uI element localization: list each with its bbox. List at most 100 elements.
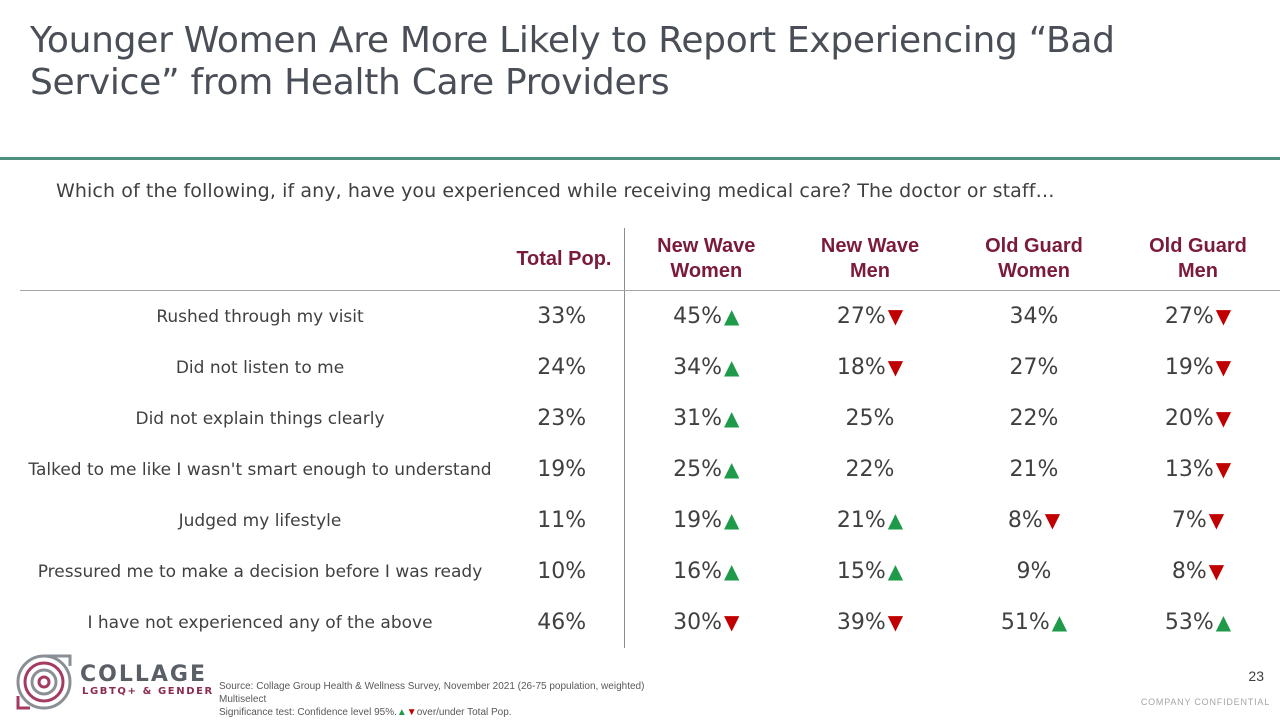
table-row: I have not experienced any of the above 4… — [20, 597, 1280, 648]
segment-cell: 8% ▼ — [952, 495, 1116, 546]
segment-cell: 13% ▼ — [1116, 444, 1280, 495]
column-header-label: New Wave Women — [657, 235, 756, 282]
up-arrow-icon: ▲ — [1215, 610, 1232, 634]
down-arrow-icon: ▼ — [724, 610, 740, 634]
segment-cell: 27% ▼ — [788, 291, 952, 343]
segment-value: 19% — [1164, 355, 1214, 380]
logo-subtitle: LGBTQ+ & GENDER — [82, 686, 214, 697]
source-line: Multiselect — [219, 694, 267, 705]
up-arrow-icon: ▲ — [887, 559, 904, 583]
page-title: Younger Women Are More Likely to Report … — [30, 20, 1115, 103]
header-blank — [20, 228, 500, 291]
row-label: Judged my lifestyle — [178, 510, 342, 531]
segment-cell: 25% ▲ — [624, 444, 788, 495]
row-label: Did not listen to me — [175, 357, 345, 378]
table-row: Did not listen to me 24% 34% ▲ 18% ▼ 27% 19% ▼ — [20, 342, 1280, 393]
segment-value: 21% — [1009, 457, 1059, 482]
segment-cell: 21% ▲ — [788, 495, 952, 546]
segment-value: 25% — [673, 457, 722, 482]
source-note: Source: Collage Group Health & Wellness … — [219, 680, 919, 719]
segment-cell: 51% ▲ — [952, 597, 1116, 648]
source-line: Significance test: Confidence level 95%.… — [219, 706, 919, 719]
segment-value: 22% — [845, 457, 895, 482]
column-header-label: Old Guard Men — [1149, 235, 1247, 282]
segment-value: 15% — [836, 559, 886, 584]
down-arrow-icon: ▼ — [1208, 508, 1225, 532]
segment-value: 19% — [673, 508, 722, 533]
up-arrow-icon: ▲ — [724, 559, 740, 583]
segment-cell: 21% — [952, 444, 1116, 495]
total-pop-value: 10% — [500, 546, 625, 597]
segment-value: 34% — [673, 355, 722, 380]
segment-value: 8% — [1171, 559, 1207, 584]
segment-value: 39% — [836, 610, 886, 635]
total-pop-value: 33% — [500, 290, 625, 342]
segment-value: 25% — [845, 406, 895, 431]
segment-value: 16% — [673, 559, 722, 584]
total-pop-value: 11% — [500, 495, 625, 546]
logo-name: COLLAGE — [80, 662, 207, 687]
confidential-label: COMPANY CONFIDENTIAL — [1140, 697, 1270, 707]
row-label: Talked to me like I wasn't smart enough … — [28, 459, 492, 480]
table-row: Did not explain things clearly 23% 31% ▲ 25%… — [20, 393, 1280, 444]
source-line: Source: Collage Group Health & Wellness … — [219, 681, 645, 692]
up-arrow-icon: ▲ — [887, 508, 904, 532]
segment-cell: 34% ▲ — [624, 342, 788, 393]
table-body: Rushed through my visit 33% 45% ▲ 27% ▼ 34% 27%… — [20, 290, 1280, 648]
segment-cell: 45% ▲ — [624, 291, 788, 343]
segment-cell: 22% — [788, 444, 952, 495]
up-arrow-icon: ▲ — [724, 304, 740, 328]
down-arrow-icon: ▼ — [406, 707, 417, 718]
segment-value: 51% — [1000, 610, 1050, 635]
segment-cell: 25% — [788, 393, 952, 444]
segment-cell: 22% — [952, 393, 1116, 444]
page-number: 23 — [1248, 668, 1264, 684]
up-arrow-icon: ▲ — [724, 355, 740, 379]
column-header-new-wave-men: New Wave Men — [788, 228, 952, 291]
down-arrow-icon: ▼ — [887, 610, 904, 634]
down-arrow-icon: ▼ — [1215, 355, 1232, 379]
table-row: Talked to me like I wasn't smart enough … — [20, 444, 1280, 495]
segment-value: 34% — [1009, 304, 1059, 329]
column-header-old-guard-women: Old Guard Women — [952, 228, 1116, 291]
row-label: Pressured me to make a decision before I… — [37, 561, 483, 582]
down-arrow-icon: ▼ — [1208, 559, 1225, 583]
row-label: Rushed through my visit — [156, 306, 364, 327]
column-header-label: New Wave Men — [820, 235, 920, 282]
segment-cell: 19% ▼ — [1116, 342, 1280, 393]
segment-cell: 27% — [952, 342, 1116, 393]
down-arrow-icon: ▼ — [1215, 304, 1232, 328]
down-arrow-icon: ▼ — [887, 355, 904, 379]
up-arrow-icon: ▲ — [724, 406, 740, 430]
segment-value: 7% — [1171, 508, 1207, 533]
segment-cell: 20% ▼ — [1116, 393, 1280, 444]
segment-cell: 7% ▼ — [1116, 495, 1280, 546]
segment-value: 27% — [1164, 304, 1214, 329]
significance-text: over/under Total Pop. — [416, 707, 512, 718]
segment-cell: 9% — [952, 546, 1116, 597]
segment-value: 45% — [673, 304, 722, 329]
segment-value: 20% — [1164, 406, 1214, 431]
segment-value: 31% — [673, 406, 722, 431]
total-pop-value: 46% — [500, 597, 625, 648]
down-arrow-icon: ▼ — [1215, 457, 1232, 481]
segment-cell: 8% ▼ — [1116, 546, 1280, 597]
column-header-total: Total Pop. — [500, 228, 625, 291]
up-arrow-icon: ▲ — [1051, 610, 1068, 634]
up-arrow-icon: ▲ — [396, 707, 407, 718]
column-header-old-guard-men: Old Guard Men — [1116, 228, 1280, 291]
segment-cell: 30% ▼ — [624, 597, 788, 648]
segment-cell: 34% — [952, 291, 1116, 343]
segment-value: 18% — [836, 355, 886, 380]
segment-cell: 15% ▲ — [788, 546, 952, 597]
segment-value: 53% — [1164, 610, 1214, 635]
survey-question: Which of the following, if any, have you… — [56, 180, 1055, 202]
segment-value: 13% — [1164, 457, 1214, 482]
title-divider — [0, 157, 1280, 160]
up-arrow-icon: ▲ — [724, 508, 740, 532]
collage-logo-icon — [16, 654, 72, 710]
segment-cell: 16% ▲ — [624, 546, 788, 597]
down-arrow-icon: ▼ — [1215, 406, 1232, 430]
total-pop-value: 19% — [500, 444, 625, 495]
segment-value: 27% — [1009, 355, 1059, 380]
